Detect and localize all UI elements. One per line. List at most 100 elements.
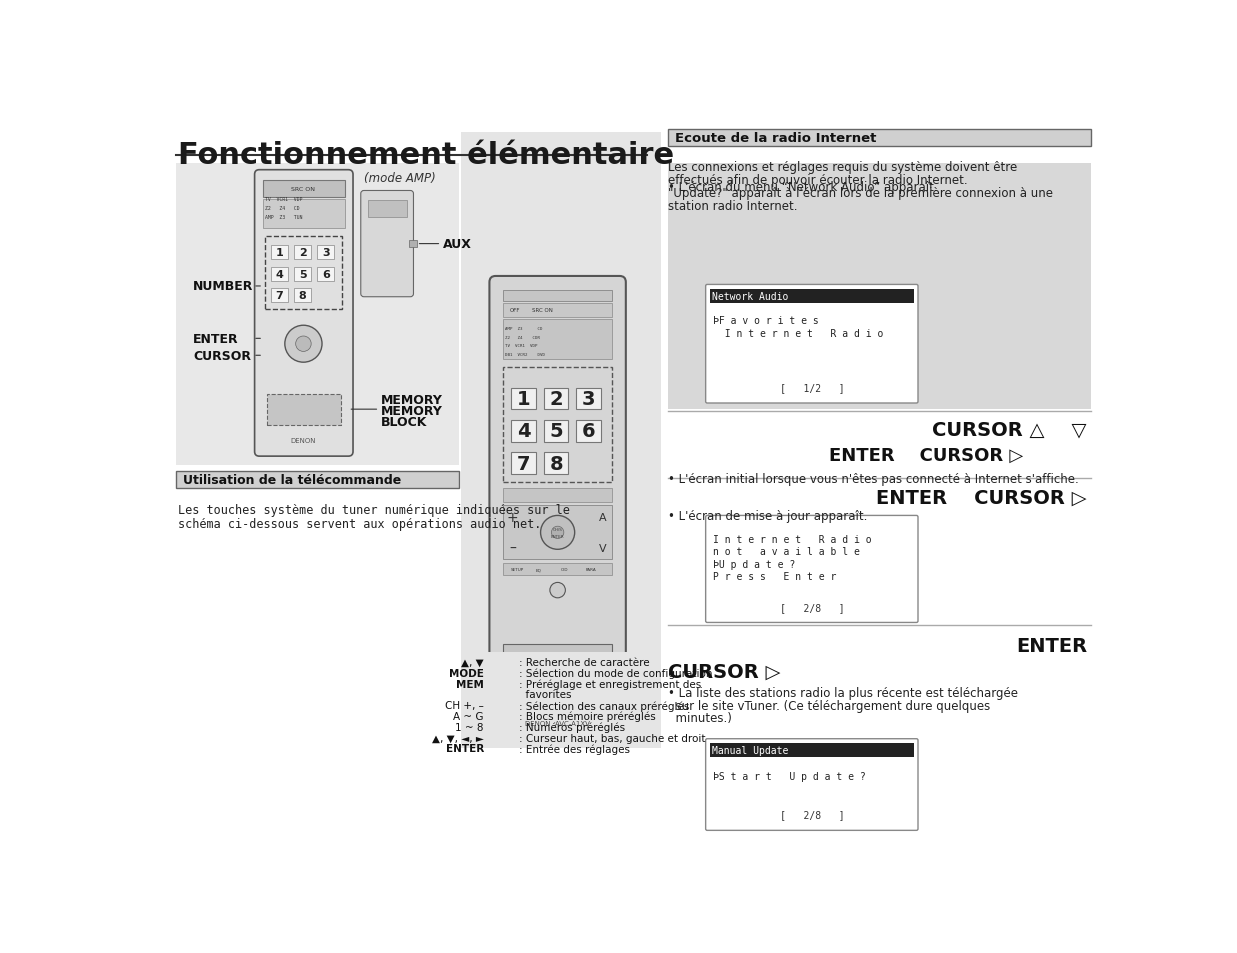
Text: : Curseur haut, bas, gauche et droit: : Curseur haut, bas, gauche et droit <box>518 733 705 742</box>
Text: CH/S: CH/S <box>553 527 563 531</box>
Bar <box>544 420 569 442</box>
Text: sur le site vTuner. (Ce téléchargement dure quelques: sur le site vTuner. (Ce téléchargement d… <box>668 699 991 712</box>
Text: [   2/8   ]: [ 2/8 ] <box>779 810 844 820</box>
Text: I n t e r n e t   R a d i o: I n t e r n e t R a d i o <box>714 535 872 544</box>
Text: 1 ~ 8: 1 ~ 8 <box>455 722 484 732</box>
Text: CURSOR ▷: CURSOR ▷ <box>668 662 781 681</box>
Bar <box>575 659 597 675</box>
Bar <box>503 304 612 317</box>
Circle shape <box>285 326 322 363</box>
Bar <box>511 420 536 442</box>
Text: AUX: AUX <box>443 238 471 251</box>
Text: 7: 7 <box>517 454 531 473</box>
Bar <box>575 685 597 702</box>
Text: 7: 7 <box>276 291 283 301</box>
Text: OID: OID <box>560 568 568 572</box>
Text: station radio Internet.: station radio Internet. <box>668 200 798 213</box>
Bar <box>503 644 612 714</box>
Bar <box>271 268 288 281</box>
Bar <box>668 130 1091 147</box>
Text: MEM: MEM <box>456 679 484 689</box>
Text: OFF: OFF <box>510 308 521 313</box>
Bar <box>318 246 334 260</box>
Text: [   1/2   ]: [ 1/2 ] <box>779 383 844 393</box>
Text: : Sélection du mode de configuration: : Sélection du mode de configuration <box>518 668 713 679</box>
Text: 3: 3 <box>322 248 330 258</box>
Bar <box>576 420 601 442</box>
Bar <box>503 563 612 575</box>
Bar <box>544 388 569 410</box>
Text: I n t e r n e t   R a d i o: I n t e r n e t R a d i o <box>714 328 883 338</box>
Text: EQ: EQ <box>536 568 542 572</box>
Text: ENTER    CURSOR ▷: ENTER CURSOR ▷ <box>876 488 1087 507</box>
Text: : Numéros préréglés: : Numéros préréglés <box>518 722 625 733</box>
Text: ENTER    CURSOR ▷: ENTER CURSOR ▷ <box>829 446 1023 464</box>
Text: : Sélection des canaux préréglés: : Sélection des canaux préréglés <box>518 700 689 711</box>
Text: schéma ci-dessous servent aux opérations audio net.: schéma ci-dessous servent aux opérations… <box>178 517 542 531</box>
Bar <box>503 368 612 483</box>
Text: favorites: favorites <box>518 690 571 700</box>
Text: Ecoute de la radio Internet: Ecoute de la radio Internet <box>674 132 876 145</box>
Text: • L'écran de mise à jour apparaît.: • L'écran de mise à jour apparaît. <box>668 510 868 522</box>
Text: Network Audio: Network Audio <box>711 292 788 302</box>
Text: DENON  AVC-A1XV: DENON AVC-A1XV <box>526 720 590 726</box>
FancyBboxPatch shape <box>361 192 413 297</box>
Text: 4: 4 <box>517 422 531 440</box>
Text: CURSOR △    ▽: CURSOR △ ▽ <box>933 420 1087 439</box>
Bar <box>271 289 288 303</box>
Text: 3: 3 <box>581 390 595 409</box>
Bar <box>542 685 565 702</box>
Text: 1: 1 <box>276 248 283 258</box>
Text: DENON: DENON <box>291 437 317 443</box>
Text: A ~ G: A ~ G <box>454 711 484 721</box>
Bar <box>266 236 343 310</box>
Text: SRC ON: SRC ON <box>292 187 315 193</box>
Text: +: + <box>507 511 518 524</box>
Text: minutes.): minutes.) <box>668 711 732 724</box>
Bar <box>668 164 1091 410</box>
Bar <box>318 268 334 281</box>
Bar <box>511 388 536 410</box>
Text: MEMORY: MEMORY <box>381 394 443 407</box>
Text: n o t   a v a i l a b l e: n o t a v a i l a b l e <box>714 547 860 557</box>
Text: : Entrée des réglages: : Entrée des réglages <box>518 743 630 754</box>
Circle shape <box>552 527 564 539</box>
Text: Z2   Z4    CDR: Z2 Z4 CDR <box>505 335 539 339</box>
Bar <box>263 200 344 229</box>
Text: 8: 8 <box>549 454 563 473</box>
Text: [   2/8   ]: [ 2/8 ] <box>779 602 844 612</box>
Text: BLOCK: BLOCK <box>381 416 427 429</box>
Text: : Blocs mémoire préréglés: : Blocs mémoire préréglés <box>518 711 656 721</box>
Bar <box>544 453 569 475</box>
Bar <box>263 181 344 198</box>
Bar <box>177 472 459 488</box>
Text: CH +, –: CH +, – <box>445 700 484 711</box>
Text: 2: 2 <box>299 248 307 258</box>
Text: AMP  Z3   TUN: AMP Z3 TUN <box>266 215 303 220</box>
Text: • L'écran initial lorsque vous n'êtes pas connecté à Internet s'affiche.: • L'écran initial lorsque vous n'êtes pa… <box>668 473 1079 486</box>
Text: SRC ON: SRC ON <box>532 308 553 313</box>
Text: Utilisation de la télécommande: Utilisation de la télécommande <box>183 474 401 486</box>
Text: MEMORY: MEMORY <box>381 405 443 417</box>
FancyBboxPatch shape <box>255 171 353 456</box>
Bar <box>542 659 565 675</box>
Text: PARA: PARA <box>585 568 596 572</box>
Text: TV  VCR1  VDP: TV VCR1 VDP <box>505 344 537 348</box>
Text: ENTER: ENTER <box>445 743 484 754</box>
Bar <box>503 488 612 502</box>
Text: : Préréglage et enregistrement des: : Préréglage et enregistrement des <box>518 679 701 689</box>
Text: 6: 6 <box>322 270 330 279</box>
Text: 1: 1 <box>517 390 531 409</box>
Bar <box>503 506 612 559</box>
Circle shape <box>541 516 575 550</box>
Text: ▲, ▼, ◄, ►: ▲, ▼, ◄, ► <box>432 733 484 742</box>
Bar <box>503 291 612 302</box>
Text: 2: 2 <box>549 390 563 409</box>
Text: ▲, ▼: ▲, ▼ <box>461 658 484 667</box>
Text: • L'écran du menu “Network Audio” apparaît.: • L'écran du menu “Network Audio” appara… <box>668 180 938 193</box>
Text: ÞU p d a t e ?: ÞU p d a t e ? <box>714 559 795 569</box>
Text: NUMBER: NUMBER <box>193 280 254 294</box>
Bar <box>511 453 536 475</box>
Circle shape <box>550 583 565 598</box>
FancyBboxPatch shape <box>490 276 626 742</box>
